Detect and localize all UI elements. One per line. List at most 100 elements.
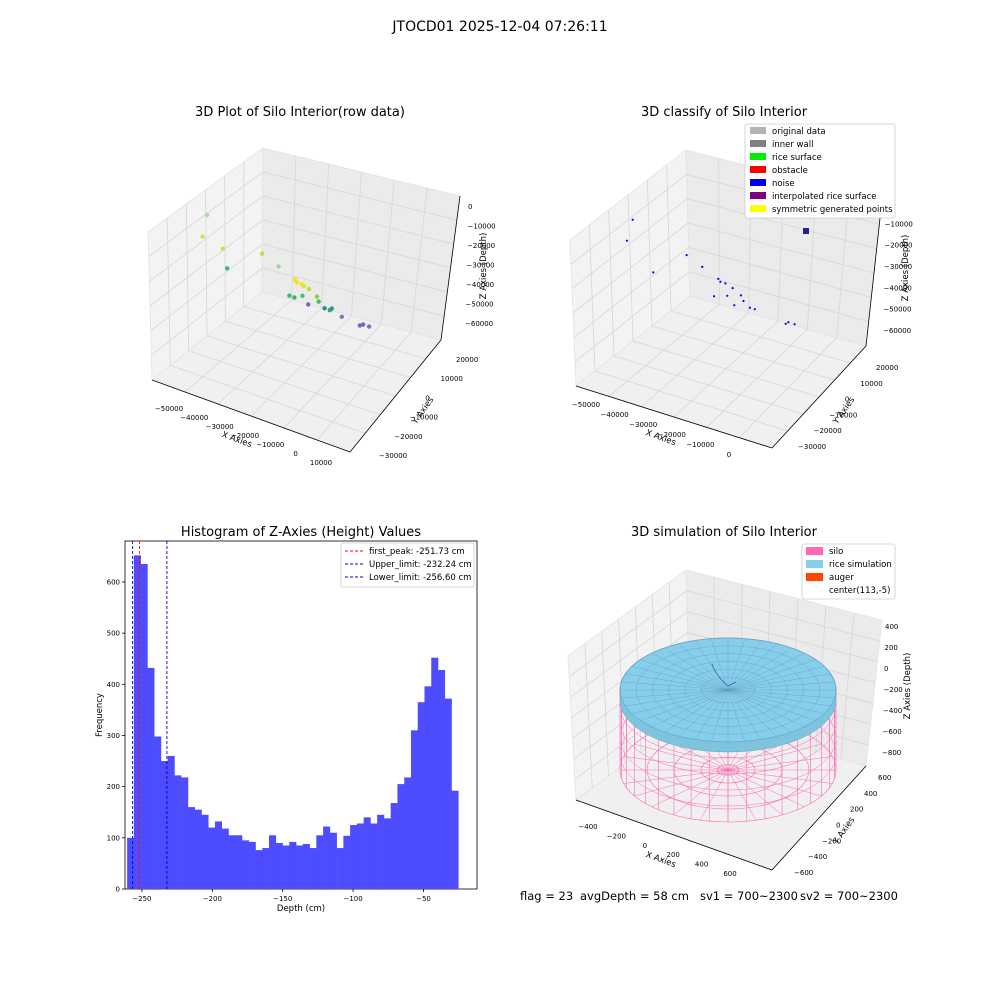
legend-label: auger — [829, 573, 854, 583]
tick-label: −200 — [607, 832, 626, 840]
tick-label: −60000 — [465, 320, 493, 328]
tick-label: 20000 — [456, 356, 478, 364]
tick-label: 200 — [885, 644, 898, 652]
footer-status: flag = 23 avgDepth = 58 cm sv1 = 700~230… — [520, 889, 898, 903]
legend-frame — [801, 543, 896, 600]
rice-mesh-ray — [710, 638, 729, 691]
histogram-bar — [410, 730, 419, 889]
rice-mesh-ray — [727, 689, 825, 714]
data-point — [631, 218, 634, 221]
data-point — [731, 287, 734, 290]
tick-label: −10000 — [686, 441, 714, 449]
histogram-bar — [302, 843, 310, 889]
figure-suptitle: JTOCD01 2025-12-04 07:26:11 — [391, 19, 607, 35]
data-point — [301, 284, 307, 289]
tick-label: 400 — [864, 790, 877, 798]
data-point — [652, 271, 655, 274]
rice-mesh-ray — [664, 647, 729, 691]
tick-label: −200 — [822, 837, 841, 845]
tick-label: −30000 — [379, 452, 407, 460]
x-tick-label: −150 — [273, 895, 292, 903]
panel4-z-label: Z Axies (Depth) — [903, 653, 913, 720]
tick-label: 200 — [667, 851, 680, 859]
rice-mesh-ray — [631, 666, 729, 691]
rice-mesh-ray — [727, 689, 778, 737]
rice-mesh-ray — [727, 659, 816, 691]
histogram-bar — [208, 827, 216, 889]
histogram-bar — [235, 835, 243, 889]
histogram-bar — [181, 777, 189, 889]
data-point-cluster — [803, 228, 809, 234]
histogram-bar — [397, 784, 405, 889]
legend-label: Upper_limit: -232.24 cm — [369, 560, 472, 570]
histogram-bar — [296, 845, 304, 889]
data-point — [625, 239, 629, 242]
panel1-z-ticks: 0 −10000 −20000 −30000 −40000 −50000 −60000 — [465, 203, 496, 328]
panel3-x-label: Depth (cm) — [277, 904, 325, 914]
tick-label: −10000 — [256, 441, 284, 449]
histogram-bar — [201, 814, 209, 889]
data-point — [724, 282, 727, 285]
data-point — [748, 306, 752, 309]
panel2-x-ticks: −50000−40000−30000−20000−10000 0 — [572, 401, 731, 459]
tick-label: −50000 — [883, 306, 911, 314]
data-point — [204, 212, 210, 218]
rice-mesh-ray — [727, 640, 762, 691]
data-point — [225, 266, 230, 271]
auger-path — [711, 663, 737, 687]
data-point — [306, 286, 312, 292]
rice-mesh-ray — [727, 689, 762, 740]
tick-label: −30000 — [629, 421, 657, 429]
panel-histogram: Histogram of Z-Axies (Height) Values −25… — [95, 525, 478, 914]
legend-label: center(113,-5) — [829, 586, 890, 596]
y-tick-label: 100 — [107, 834, 120, 842]
histogram-bar — [438, 669, 446, 889]
data-point — [685, 254, 688, 257]
y-tick-label: 0 — [116, 886, 120, 894]
tick-label: 0 — [468, 203, 472, 211]
tick-label: 0 — [884, 665, 888, 673]
legend-label: inner wall — [772, 140, 813, 150]
legend-label: interpolated rice surface — [772, 192, 877, 202]
histogram-bar — [377, 814, 385, 889]
panel2-title: 3D classify of Silo Interior — [641, 105, 808, 120]
data-point — [287, 293, 292, 298]
rice-mesh-ray — [727, 689, 831, 707]
data-point — [316, 299, 321, 304]
tick-label: −20000 — [394, 433, 422, 441]
histogram-bar — [444, 698, 452, 889]
histogram-bar — [383, 818, 391, 889]
data-point — [713, 295, 716, 298]
sv2-text: sv2 = 700~2300 — [800, 889, 898, 903]
panel2-axes-box — [569, 149, 883, 449]
rice-mesh-ray — [651, 689, 729, 727]
legend-swatch — [806, 573, 823, 581]
panel3-y-ticks: 0 100 200 300 400 500 600 — [107, 578, 125, 894]
histogram-bar — [154, 736, 162, 889]
panel2-y-ticks: −30000 −20000 −10000 0 10000 20000 — [798, 364, 898, 451]
flag-text: flag = 23 — [520, 889, 573, 903]
histogram-bar — [242, 840, 250, 889]
data-point — [200, 234, 205, 239]
legend-swatch — [750, 179, 766, 186]
histogram-bar — [262, 848, 270, 889]
rice-surface — [619, 637, 837, 753]
histogram-bar — [194, 809, 202, 889]
rice-rim — [619, 689, 837, 753]
rice-mesh-ring — [652, 653, 804, 727]
histogram-bar — [424, 686, 432, 889]
panel2-legend: original data inner wall rice surface obsta… — [744, 123, 896, 219]
panel1-z-label: Z Axies (Depth) — [479, 233, 489, 300]
data-point — [322, 306, 327, 311]
tick-label: −20000 — [467, 242, 495, 250]
legend-frame — [744, 123, 896, 219]
rice-mesh-ray — [727, 653, 805, 691]
legend-label: original data — [772, 127, 826, 137]
rice-mesh-ray — [727, 689, 792, 733]
tick-label: −50000 — [466, 301, 494, 309]
tick-label: −30000 — [798, 443, 826, 451]
legend-swatch — [750, 153, 766, 160]
tick-label: −400 — [578, 823, 597, 831]
rice-mesh-ray — [727, 689, 835, 699]
tick-label: −10000 — [410, 414, 438, 422]
